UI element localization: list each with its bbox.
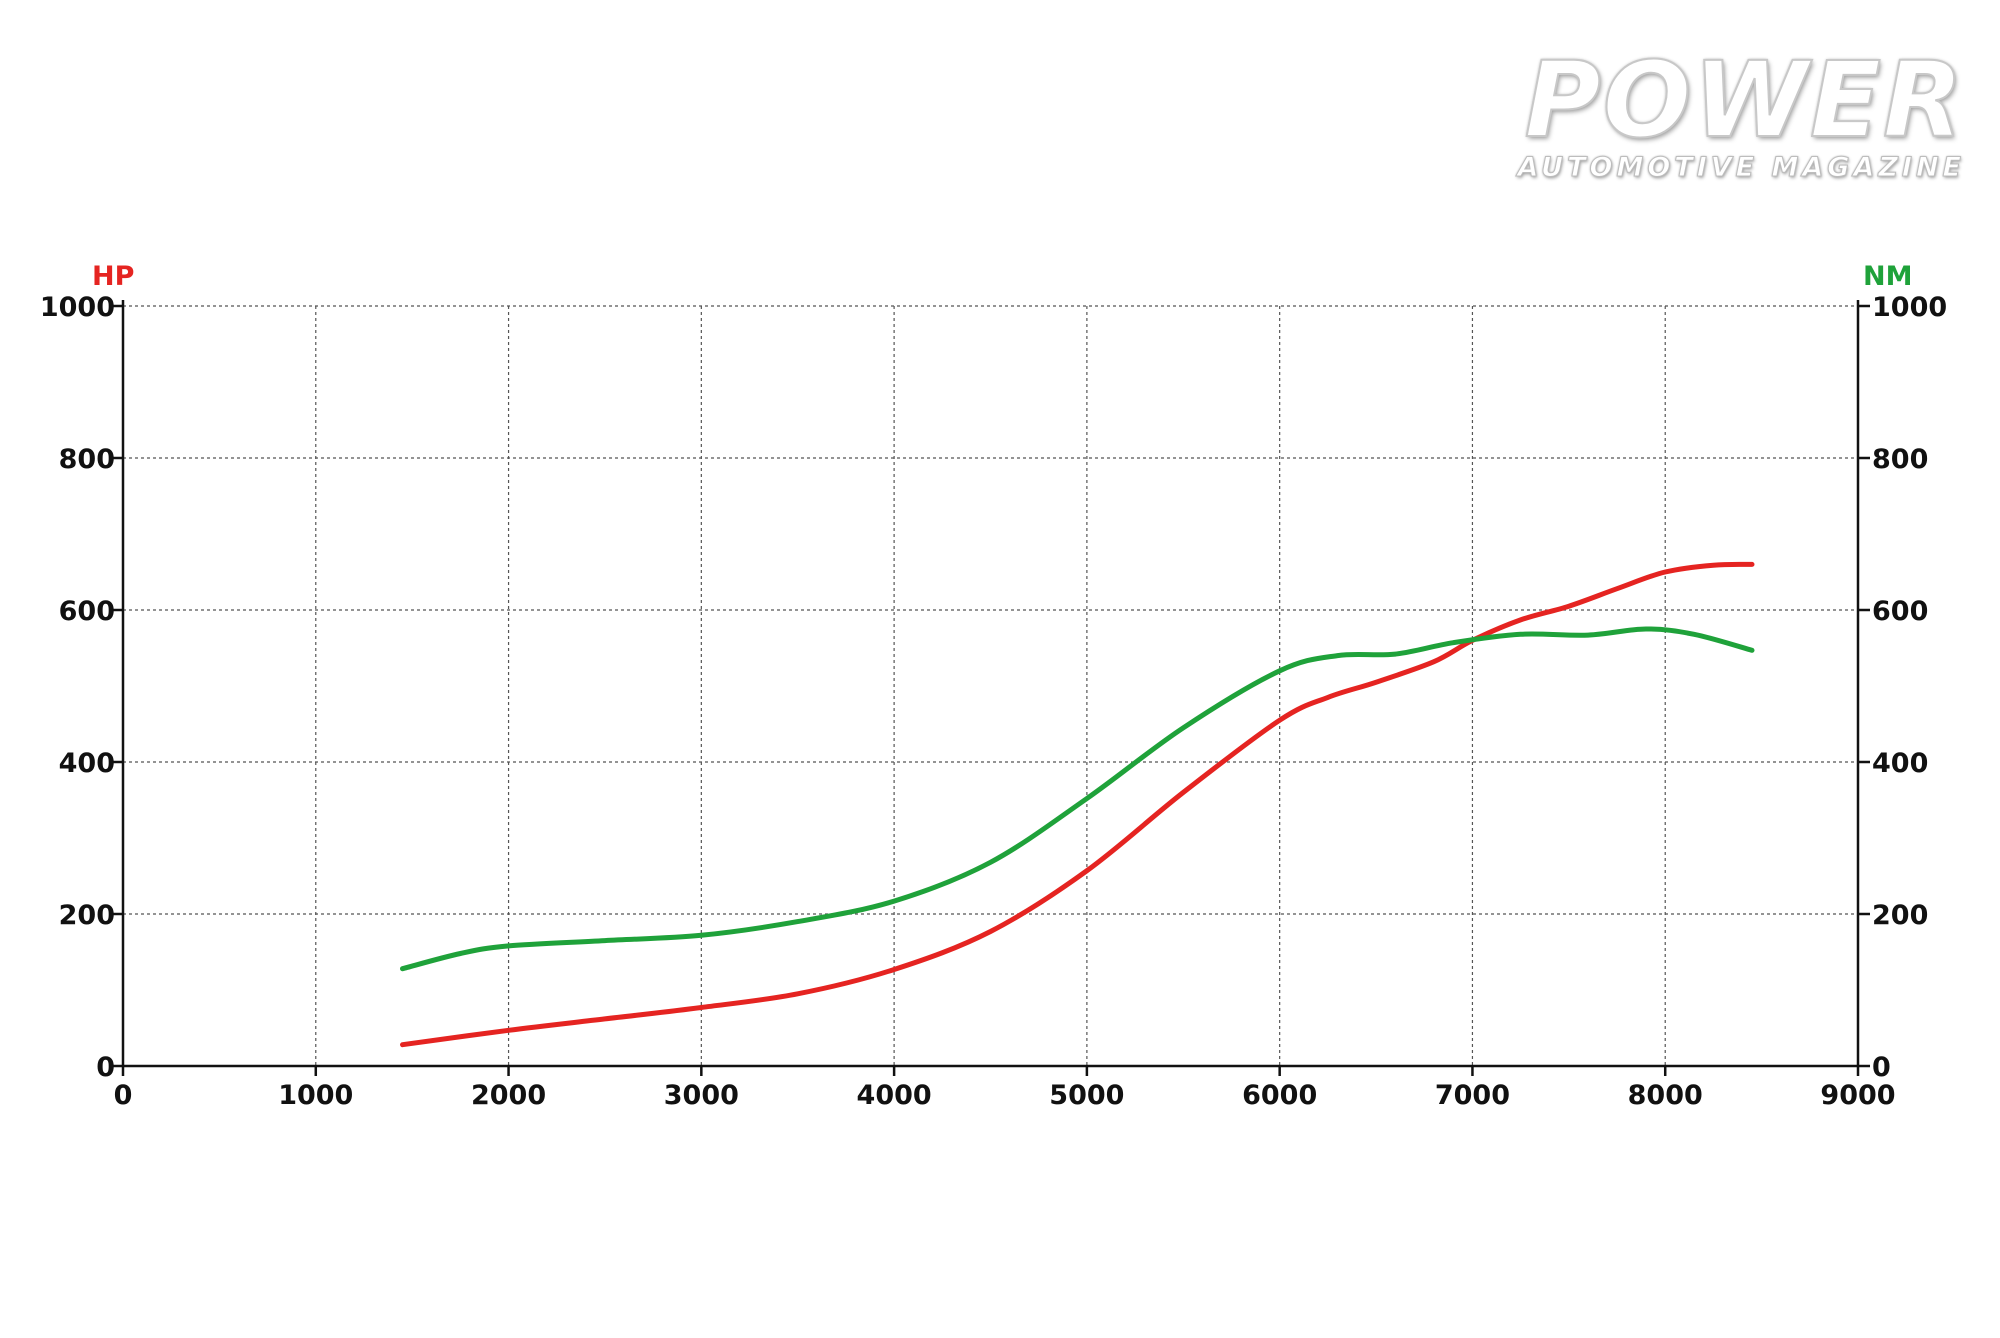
y-tick-label-right: 0: [1872, 1052, 1891, 1083]
x-tick-label: 6000: [1242, 1080, 1317, 1111]
y-tick-label-left: 0: [96, 1052, 115, 1083]
brand-title: POWER: [1524, 39, 1965, 161]
y-tick-label-right: 800: [1872, 444, 1928, 475]
brand-subtitle: AUTOMOTIVE MAGAZINE: [1517, 152, 1965, 183]
grid: [123, 305, 1858, 1066]
y-tick-label-left: 600: [59, 596, 115, 627]
series: [400, 561, 1755, 1048]
y-tick-label-left: 1000: [40, 292, 115, 323]
tick-labels: 0 1000 2000 3000 4000 5000 6000 7000 8000 9000020…: [40, 292, 1947, 1111]
y-tick-label-left: 800: [59, 444, 115, 475]
y-axis-label-left: HP: [92, 261, 134, 292]
x-tick-label: 9000: [1820, 1080, 1895, 1111]
x-tick-label: 7000: [1435, 1080, 1510, 1111]
x-tick-label: 2000: [471, 1080, 546, 1111]
hp-series-line: [400, 561, 1755, 1048]
x-tick-label: 8000: [1628, 1080, 1703, 1111]
x-tick-label: 3000: [664, 1080, 739, 1111]
y-tick-label-left: 400: [59, 748, 115, 779]
y-tick-label-right: 200: [1872, 900, 1928, 931]
x-tick-label: 0: [114, 1080, 133, 1111]
y-tick-label-right: 1000: [1872, 292, 1947, 323]
x-tick-label: 1000: [278, 1080, 353, 1111]
y-axis-label-right: NM: [1863, 261, 1912, 292]
nm-series-line: [400, 626, 1755, 972]
y-tick-label-right: 400: [1872, 748, 1928, 779]
x-tick-label: 4000: [857, 1080, 932, 1111]
brand-logo: POWER AUTOMOTIVE MAGAZINE: [1517, 39, 1966, 183]
y-tick-label-left: 200: [59, 900, 115, 931]
x-tick-label: 5000: [1049, 1080, 1124, 1111]
axes: [113, 300, 1870, 1076]
y-tick-label-right: 600: [1872, 596, 1928, 627]
